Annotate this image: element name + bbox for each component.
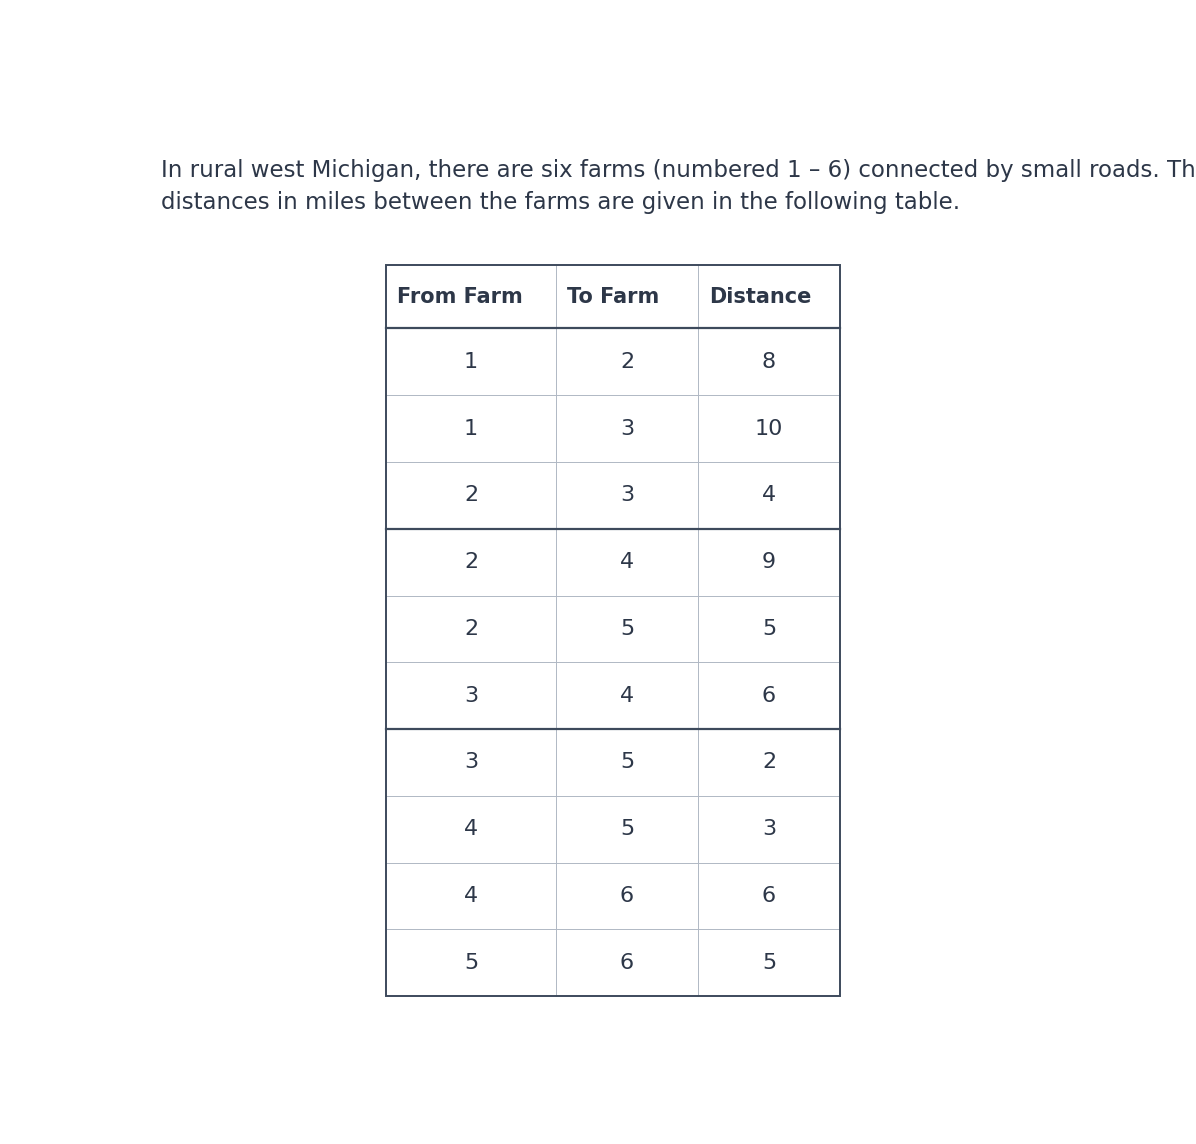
Text: 6: 6	[762, 885, 776, 906]
Text: To Farm: To Farm	[567, 287, 659, 307]
Text: 2: 2	[762, 753, 776, 772]
Text: 1: 1	[464, 419, 478, 438]
Text: 5: 5	[464, 953, 478, 972]
Text: 8: 8	[762, 352, 776, 372]
Text: 9: 9	[762, 553, 776, 572]
Text: 2: 2	[620, 352, 634, 372]
Text: 4: 4	[464, 819, 478, 840]
Text: 10: 10	[755, 419, 783, 438]
Text: 6: 6	[620, 885, 634, 906]
Text: Distance: Distance	[709, 287, 811, 307]
Text: 5: 5	[762, 953, 776, 972]
Text: 3: 3	[620, 419, 634, 438]
Text: 2: 2	[464, 619, 478, 638]
Text: 4: 4	[762, 485, 776, 506]
Text: 4: 4	[620, 553, 634, 572]
Text: 2: 2	[464, 485, 478, 506]
Text: 5: 5	[620, 753, 634, 772]
Text: 4: 4	[620, 685, 634, 706]
Text: In rural west Michigan, there are six farms (numbered 1 – 6) connected by small : In rural west Michigan, there are six fa…	[160, 159, 1196, 214]
Text: 5: 5	[620, 819, 634, 840]
Text: 5: 5	[762, 619, 776, 638]
Text: 3: 3	[762, 819, 776, 840]
Text: From Farm: From Farm	[397, 287, 523, 307]
Bar	[386, 265, 840, 996]
Text: 6: 6	[762, 685, 776, 706]
Text: 2: 2	[464, 553, 478, 572]
Text: 3: 3	[464, 753, 478, 772]
Text: 1: 1	[464, 352, 478, 372]
Text: 6: 6	[620, 953, 634, 972]
Text: 3: 3	[620, 485, 634, 506]
Text: 3: 3	[464, 685, 478, 706]
Text: 5: 5	[620, 619, 634, 638]
Text: 4: 4	[464, 885, 478, 906]
